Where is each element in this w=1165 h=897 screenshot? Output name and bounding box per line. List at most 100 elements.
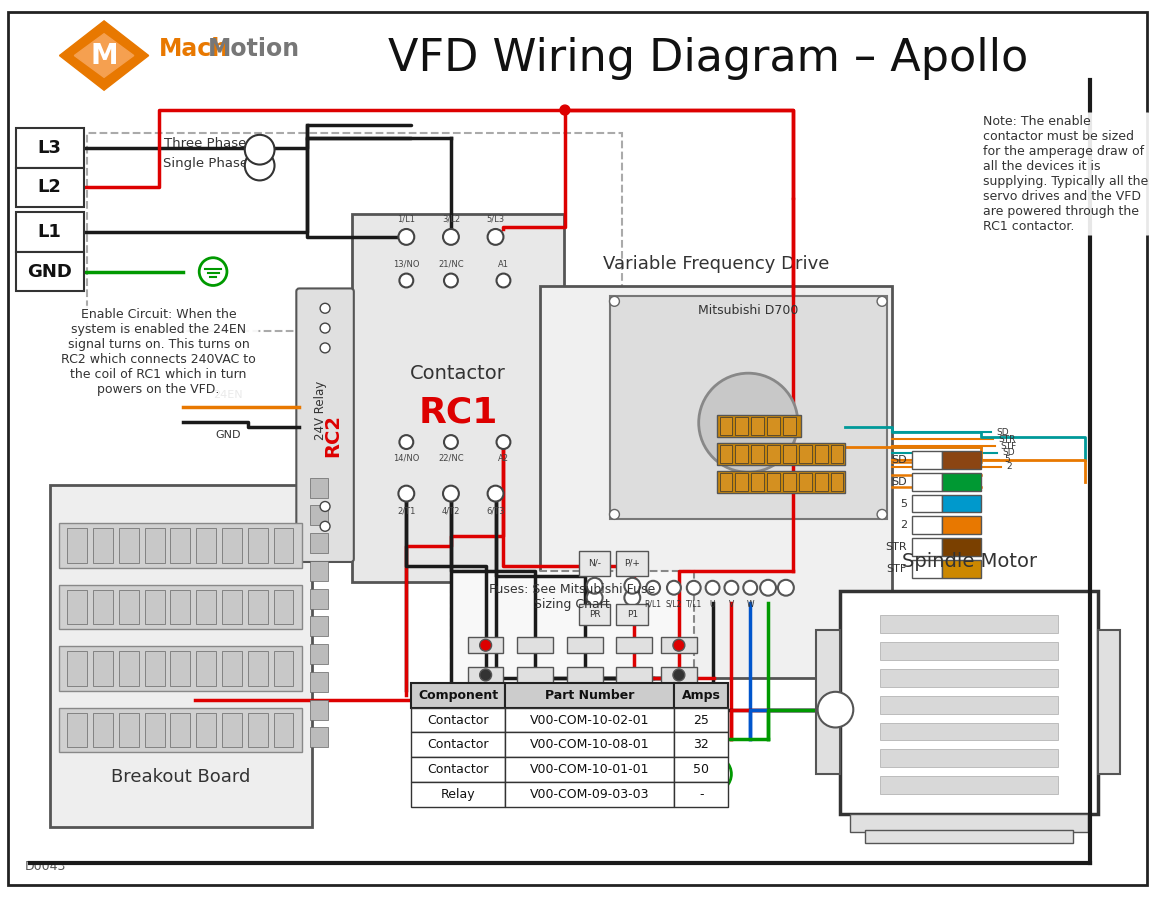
Text: 6/T3: 6/T3 bbox=[486, 507, 504, 516]
Bar bbox=[59, 523, 302, 568]
Bar bbox=[59, 646, 302, 691]
Text: T/L1: T/L1 bbox=[686, 599, 701, 609]
Circle shape bbox=[673, 640, 685, 651]
Text: SD: SD bbox=[996, 428, 1009, 437]
Text: L3: L3 bbox=[37, 139, 62, 157]
Text: STF: STF bbox=[1000, 441, 1016, 450]
Text: Relay: Relay bbox=[442, 788, 475, 801]
Bar bbox=[411, 683, 506, 708]
Bar bbox=[880, 696, 1059, 714]
Bar bbox=[517, 667, 553, 683]
Text: W: W bbox=[747, 599, 754, 609]
Bar bbox=[248, 589, 268, 624]
Circle shape bbox=[687, 580, 700, 595]
Bar bbox=[840, 591, 1099, 814]
Text: Note: The enable
contactor must be sized
for the amperage draw of
all the device: Note: The enable contactor must be sized… bbox=[983, 115, 1148, 233]
Circle shape bbox=[444, 274, 458, 287]
Circle shape bbox=[696, 756, 732, 792]
Bar bbox=[716, 471, 846, 492]
Text: -: - bbox=[699, 788, 704, 801]
Circle shape bbox=[199, 257, 227, 285]
Bar bbox=[767, 473, 779, 491]
Circle shape bbox=[320, 323, 330, 333]
Text: Enable Circuit: When the
system is enabled the 24EN
signal turns on. This turns : Enable Circuit: When the system is enabl… bbox=[62, 309, 256, 396]
Text: Contactor: Contactor bbox=[428, 713, 489, 727]
Bar bbox=[767, 417, 779, 435]
Text: 24V Relay: 24V Relay bbox=[313, 380, 326, 440]
Bar bbox=[411, 708, 506, 733]
Circle shape bbox=[320, 303, 330, 313]
Bar bbox=[751, 417, 764, 435]
FancyBboxPatch shape bbox=[16, 252, 84, 292]
Bar bbox=[310, 727, 329, 747]
Circle shape bbox=[587, 578, 602, 594]
Bar bbox=[941, 538, 981, 556]
Text: R/L1: R/L1 bbox=[644, 599, 662, 609]
Text: N/-: N/- bbox=[588, 559, 601, 568]
Circle shape bbox=[760, 579, 776, 596]
Text: Breakout Board: Breakout Board bbox=[111, 768, 250, 786]
Bar bbox=[310, 588, 329, 608]
Bar bbox=[616, 667, 652, 683]
Bar bbox=[912, 473, 941, 491]
Circle shape bbox=[496, 435, 510, 449]
Text: SD: SD bbox=[1002, 448, 1015, 457]
Text: VFD Wiring Diagram – Apollo: VFD Wiring Diagram – Apollo bbox=[388, 37, 1029, 80]
Circle shape bbox=[609, 296, 620, 306]
Bar bbox=[783, 445, 796, 463]
Bar bbox=[144, 651, 164, 686]
Circle shape bbox=[400, 274, 414, 287]
Bar bbox=[144, 712, 164, 747]
Text: A2: A2 bbox=[497, 454, 509, 463]
Bar bbox=[673, 708, 728, 733]
Bar bbox=[912, 517, 941, 535]
Circle shape bbox=[725, 580, 739, 595]
Bar bbox=[87, 133, 622, 331]
Bar bbox=[68, 528, 87, 563]
Bar bbox=[673, 683, 728, 708]
Circle shape bbox=[560, 105, 570, 115]
Text: 21/NC: 21/NC bbox=[438, 259, 464, 268]
Text: SD: SD bbox=[891, 476, 906, 487]
Bar bbox=[310, 533, 329, 553]
Text: 5: 5 bbox=[899, 499, 906, 509]
Bar bbox=[579, 604, 610, 625]
Bar bbox=[170, 528, 190, 563]
Bar bbox=[816, 631, 840, 774]
Text: P/+: P/+ bbox=[624, 559, 641, 568]
Circle shape bbox=[778, 579, 793, 596]
Bar bbox=[814, 473, 827, 491]
Text: STR: STR bbox=[885, 542, 906, 553]
Circle shape bbox=[443, 229, 459, 245]
Bar bbox=[119, 528, 139, 563]
Bar bbox=[144, 528, 164, 563]
Text: L1: L1 bbox=[37, 223, 62, 241]
Text: 1/L1: 1/L1 bbox=[397, 214, 416, 223]
Bar bbox=[451, 570, 693, 700]
FancyBboxPatch shape bbox=[296, 289, 354, 562]
Text: V00-COM-10-01-01: V00-COM-10-01-01 bbox=[530, 763, 649, 776]
Text: A1: A1 bbox=[497, 259, 509, 268]
Text: U: U bbox=[709, 599, 715, 609]
Circle shape bbox=[398, 485, 415, 501]
Bar bbox=[783, 473, 796, 491]
Text: D0043: D0043 bbox=[24, 860, 66, 873]
Text: Contactor: Contactor bbox=[428, 738, 489, 752]
Bar bbox=[93, 589, 113, 624]
Bar bbox=[411, 757, 506, 782]
Text: 5: 5 bbox=[1004, 456, 1010, 465]
Circle shape bbox=[587, 589, 602, 605]
Bar bbox=[59, 585, 302, 630]
Text: Amps: Amps bbox=[682, 689, 721, 701]
Bar bbox=[310, 616, 329, 636]
Text: 32: 32 bbox=[693, 738, 709, 752]
Bar bbox=[661, 637, 697, 653]
Circle shape bbox=[245, 135, 275, 164]
Text: 13/NO: 13/NO bbox=[393, 259, 419, 268]
Bar bbox=[616, 604, 648, 625]
Bar bbox=[310, 561, 329, 580]
Bar bbox=[59, 708, 302, 753]
Text: RC2: RC2 bbox=[324, 414, 343, 457]
Bar bbox=[223, 589, 242, 624]
Circle shape bbox=[673, 669, 685, 681]
